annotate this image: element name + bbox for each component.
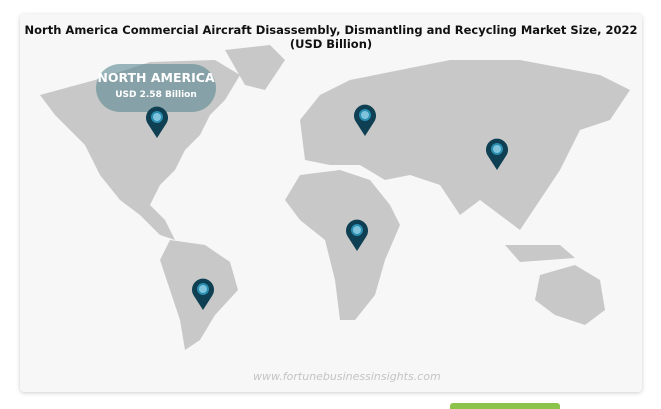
map-pin-center [197,283,209,295]
africa-shape [285,170,400,320]
europe-asia-shape [300,60,630,230]
indonesia-shape [505,245,575,262]
greenland-shape [225,45,285,90]
chart-title: North America Commercial Aircraft Disass… [24,23,638,51]
australia-shape [535,265,605,325]
watermark: www.fortunebusinessinsights.com [253,370,441,383]
green-button-edge [450,403,560,409]
map-pin-center [491,143,503,155]
map-card: North America Commercial Aircraft Disass… [20,14,642,392]
north-america-callout: NORTH AMERICA USD 2.58 Billion [96,64,216,112]
map-pin-center [359,109,371,121]
map-pin-center [151,111,163,123]
map-pin-center [351,224,363,236]
callout-value: USD 2.58 Billion [115,90,197,100]
callout-region: NORTH AMERICA [97,70,215,85]
